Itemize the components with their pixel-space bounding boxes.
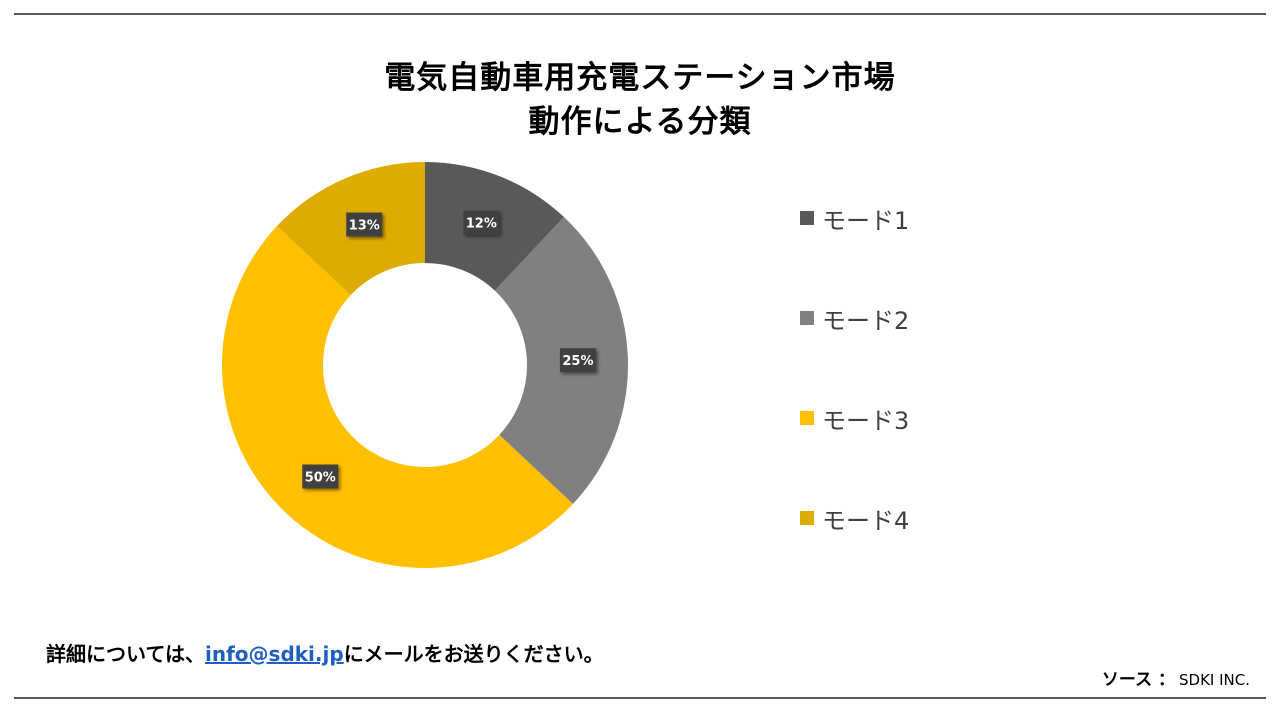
data-label-text-4: 13% [349,219,380,234]
source-credit: ソース ： SDKI INC. [1102,665,1250,690]
data-label-text-3: 50% [305,471,336,486]
data-label-box-4 [346,212,383,237]
chart-title-line-1: 電気自動車用充電ステーション市場 [384,60,896,96]
legend-swatch-2 [800,311,814,325]
legend-swatch-4 [800,511,814,525]
contact-email-link[interactable]: info@sdki.jp [205,642,344,666]
contact-note-suffix: にメールをお送りください。 [343,642,604,666]
source-label: ソース ： [1101,670,1175,690]
data-label-text-2: 25% [562,354,593,369]
contact-note-prefix: 詳細については、 [46,642,205,666]
data-label-text-1: 12% [466,217,497,232]
data-label-box-3 [302,464,339,489]
bottom-divider [14,697,1266,699]
data-label-box-1 [463,210,500,235]
top-divider [14,13,1266,15]
legend-item-1: モード1 [800,198,909,238]
legend-label-2: モード2 [822,306,910,335]
legend-label-1: モード1 [822,206,910,235]
data-label-1: 12% [463,210,500,235]
legend-item-4: モード4 [800,498,909,538]
data-label-2: 25% [559,348,596,373]
legend-swatch-1 [800,211,814,225]
data-label-4: 13% [346,212,383,237]
data-label-box-2 [559,348,596,373]
data-label-3: 50% [302,464,339,489]
source-value: SDKI INC. [1179,671,1250,689]
chart-title-line-2: 動作による分類 [528,104,752,140]
chart-title: 電気自動車用充電ステーション市場 動作による分類 [0,56,1280,144]
donut-data-labels: 12% 25% 50% 13% [302,210,596,489]
legend-item-3: モード3 [800,398,909,438]
contact-note: 詳細については、info@sdki.jpにメールをお送りください。 [46,637,604,671]
legend-label-4: モード4 [822,506,910,535]
legend-swatch-3 [800,411,814,425]
legend-label-3: モード3 [822,406,910,435]
legend-item-2: モード2 [800,298,909,338]
